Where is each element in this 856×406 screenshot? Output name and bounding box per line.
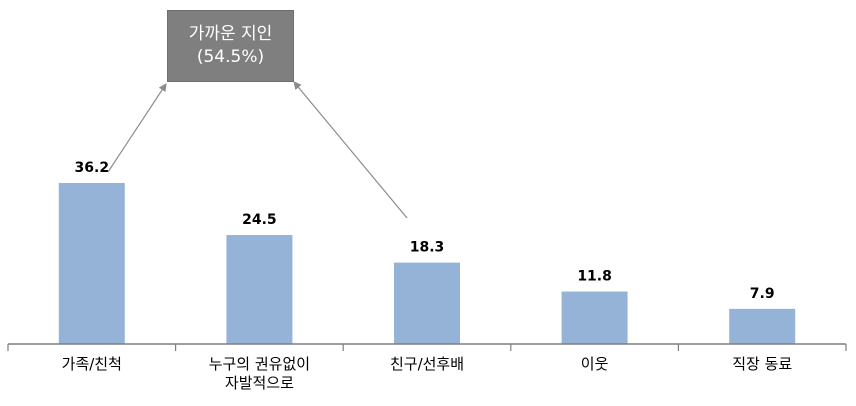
bar <box>729 308 796 344</box>
bar <box>561 291 628 344</box>
value-label: 7.9 <box>750 286 775 302</box>
category-label: 이웃 <box>581 355 609 373</box>
annotation-line1: 가까운 지인 <box>188 24 273 44</box>
value-label: 11.8 <box>577 269 612 285</box>
value-label: 36.2 <box>75 160 110 176</box>
annotation-arrows <box>107 81 408 219</box>
category-label: 친구/선후배 <box>390 355 464 373</box>
value-label: 18.3 <box>410 240 445 256</box>
bar <box>394 262 460 344</box>
category-label: 가족/친척 <box>62 355 122 373</box>
category-label: 자발적으로 <box>225 374 294 392</box>
bars-group <box>58 183 796 344</box>
annotation-line2: (54.5%) <box>196 47 265 67</box>
x-axis-ticks <box>7 344 847 351</box>
arrow-friends <box>293 81 408 219</box>
arrow-family <box>107 83 167 173</box>
bar <box>226 235 293 344</box>
category-label: 직장 동료 <box>732 355 792 373</box>
annotation-box: 가까운 지인 (54.5%) <box>167 10 294 82</box>
category-label: 누구의 권유없이 <box>209 355 310 373</box>
value-labels-group: 36.2 24.5 18.3 11.8 7.9 <box>75 160 775 302</box>
value-label: 24.5 <box>242 212 277 228</box>
bar <box>58 183 125 344</box>
